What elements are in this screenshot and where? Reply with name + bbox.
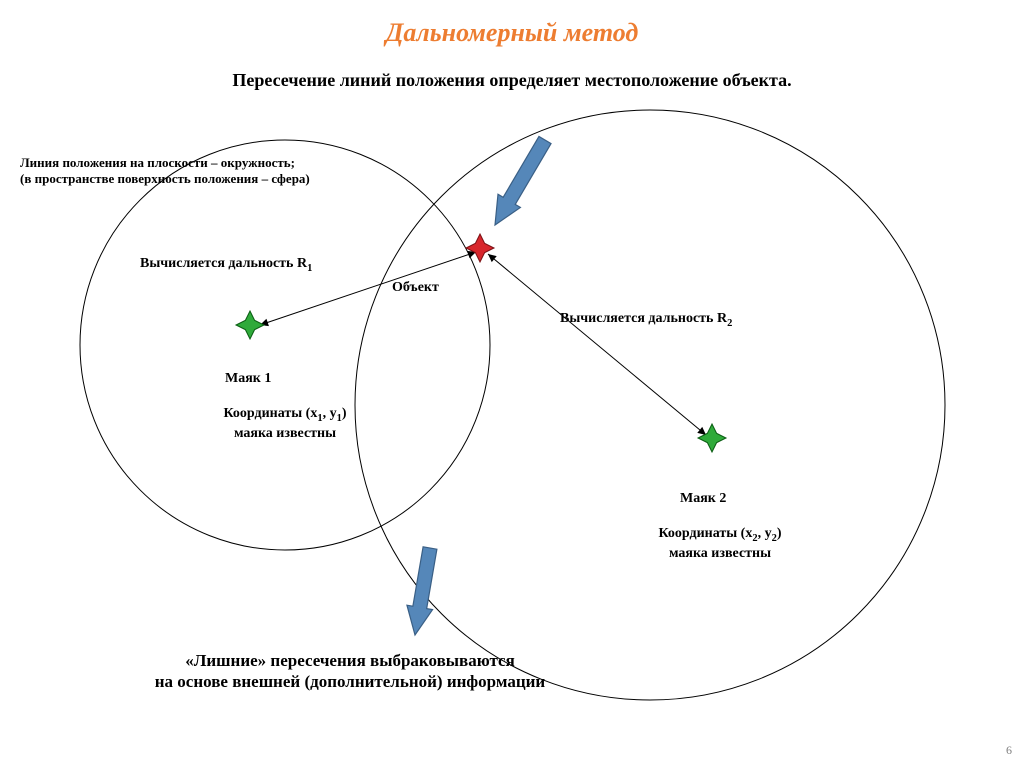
lop-note-line1: Линия положения на плоскости – окружност…	[20, 155, 295, 170]
beacon2-label: Маяк 2	[680, 490, 726, 508]
page-number: 6	[1006, 743, 1012, 758]
reject-line2: на основе внешней (дополнительной) инфор…	[155, 672, 545, 691]
coords1-label: Координаты (x1, y1) маяка известны	[185, 405, 385, 442]
r2-label: Вычисляется дальность R2	[560, 310, 732, 330]
lop-note: Линия положения на плоскости – окружност…	[20, 155, 310, 188]
page-title: Дальномерный метод	[0, 18, 1024, 48]
reject-note: «Лишние» пересечения выбраковываются на …	[100, 650, 600, 693]
lop-note-line2: (в пространстве поверхность положения – …	[20, 171, 310, 186]
beacon1-label: Маяк 1	[225, 370, 271, 388]
r1-label: Вычисляется дальность R1	[140, 255, 312, 275]
page-subtitle: Пересечение линий положения определяет м…	[0, 70, 1024, 91]
coords2-label: Координаты (x2, y2) маяка известны	[620, 525, 820, 562]
reject-line1: «Лишние» пересечения выбраковываются	[185, 651, 515, 670]
object-label: Объект	[392, 279, 439, 297]
